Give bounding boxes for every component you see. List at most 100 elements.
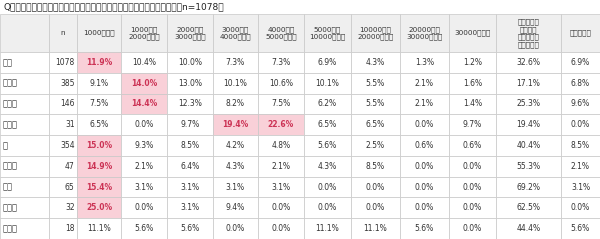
Bar (350, 73, 400, 93)
Bar (449, 52, 496, 73)
Bar (304, 52, 350, 73)
Bar (561, 114, 600, 135)
Bar (561, 93, 600, 114)
Bar (496, 177, 561, 197)
Text: 10.1%: 10.1% (315, 79, 339, 88)
Text: 9.7%: 9.7% (463, 120, 482, 129)
Bar (167, 177, 212, 197)
Text: 0.0%: 0.0% (134, 203, 154, 212)
Text: 385: 385 (60, 79, 74, 88)
Text: 7.3%: 7.3% (226, 58, 245, 67)
Bar (304, 14, 350, 52)
Bar (350, 135, 400, 156)
Text: 1078: 1078 (55, 58, 74, 67)
Bar (304, 114, 350, 135)
Bar (496, 93, 561, 114)
Bar (496, 73, 561, 93)
Text: 0.0%: 0.0% (317, 183, 337, 191)
Text: 354: 354 (60, 141, 74, 150)
Text: 5.6%: 5.6% (415, 224, 434, 233)
Bar (496, 52, 561, 73)
Bar (77, 156, 121, 177)
Text: 6.2%: 6.2% (317, 99, 337, 109)
Bar (400, 114, 449, 135)
Text: 5.5%: 5.5% (365, 79, 385, 88)
Text: 14.4%: 14.4% (131, 99, 157, 109)
Text: 8.5%: 8.5% (365, 162, 385, 171)
Text: 15.4%: 15.4% (86, 183, 112, 191)
Text: 0.6%: 0.6% (415, 141, 434, 150)
Text: 32.6%: 32.6% (517, 58, 541, 67)
Text: 25.0%: 25.0% (86, 203, 112, 212)
Bar (496, 156, 561, 177)
Bar (212, 114, 258, 135)
Bar (212, 73, 258, 93)
Bar (121, 135, 167, 156)
Bar (121, 114, 167, 135)
Text: 4.3%: 4.3% (317, 162, 337, 171)
Text: 5.6%: 5.6% (317, 141, 337, 150)
Text: 19.4%: 19.4% (517, 120, 541, 129)
Text: 0.0%: 0.0% (271, 203, 290, 212)
Bar (121, 197, 167, 218)
Text: 6.5%: 6.5% (317, 120, 337, 129)
Text: 17.1%: 17.1% (517, 79, 541, 88)
Bar (167, 52, 212, 73)
Text: Qペット一頭あたりの医療費はひと月平均でいくらかかっていますか？（n=1078）: Qペット一頭あたりの医療費はひと月平均でいくらかかっていますか？（n=1078） (3, 2, 224, 11)
Text: 大型犬: 大型犬 (3, 120, 18, 129)
Text: 1000円未満: 1000円未満 (83, 30, 115, 36)
Bar (350, 14, 400, 52)
Bar (212, 177, 258, 197)
Text: 4.3%: 4.3% (226, 162, 245, 171)
Text: 4.3%: 4.3% (365, 58, 385, 67)
Text: 9.7%: 9.7% (180, 120, 199, 129)
Bar (304, 73, 350, 93)
Text: 47: 47 (65, 162, 74, 171)
Text: 2.5%: 2.5% (365, 141, 385, 150)
Text: 6.5%: 6.5% (365, 120, 385, 129)
Bar (121, 177, 167, 197)
Text: 32: 32 (65, 203, 74, 212)
Bar (258, 218, 304, 239)
Text: 全体: 全体 (3, 58, 13, 67)
Bar (0, 135, 49, 156)
Bar (77, 114, 121, 135)
Bar (212, 197, 258, 218)
Text: 2.1%: 2.1% (415, 99, 434, 109)
Text: 18: 18 (65, 224, 74, 233)
Bar (449, 218, 496, 239)
Bar (0, 177, 49, 197)
Text: その他: その他 (3, 224, 18, 233)
Bar (49, 73, 77, 93)
Bar (0, 93, 49, 114)
Bar (400, 197, 449, 218)
Bar (496, 135, 561, 156)
Bar (496, 218, 561, 239)
Bar (49, 156, 77, 177)
Bar (49, 93, 77, 114)
Text: 4.8%: 4.8% (271, 141, 290, 150)
Text: 3.1%: 3.1% (226, 183, 245, 191)
Bar (77, 135, 121, 156)
Text: 11.1%: 11.1% (315, 224, 339, 233)
Bar (167, 93, 212, 114)
Text: 10.6%: 10.6% (269, 79, 293, 88)
Text: 55.3%: 55.3% (517, 162, 541, 171)
Bar (561, 135, 600, 156)
Text: 19.4%: 19.4% (222, 120, 248, 129)
Text: 9.1%: 9.1% (89, 79, 109, 88)
Bar (258, 73, 304, 93)
Bar (212, 52, 258, 73)
Bar (258, 52, 304, 73)
Bar (449, 156, 496, 177)
Bar (350, 177, 400, 197)
Text: 0.0%: 0.0% (415, 203, 434, 212)
Bar (212, 135, 258, 156)
Text: 1.2%: 1.2% (463, 58, 482, 67)
Text: 0.0%: 0.0% (571, 120, 590, 129)
Text: 5000円～
10000円未満: 5000円～ 10000円未満 (309, 26, 345, 40)
Bar (350, 197, 400, 218)
Bar (258, 197, 304, 218)
Bar (258, 156, 304, 177)
Text: 8.2%: 8.2% (226, 99, 245, 109)
